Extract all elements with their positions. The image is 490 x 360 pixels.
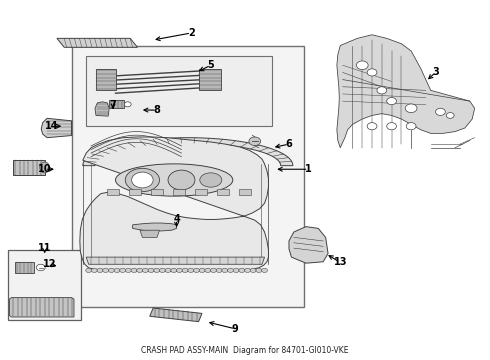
Text: 8: 8: [153, 105, 161, 115]
Circle shape: [377, 87, 387, 94]
Circle shape: [114, 268, 120, 273]
Bar: [8, 250, 81, 320]
Circle shape: [256, 268, 262, 273]
Text: 13: 13: [334, 257, 347, 267]
Polygon shape: [57, 39, 138, 47]
Circle shape: [108, 268, 114, 273]
Bar: [96, 69, 116, 90]
Text: 2: 2: [188, 28, 195, 38]
Circle shape: [92, 268, 97, 273]
Circle shape: [436, 108, 445, 116]
Circle shape: [176, 268, 182, 273]
Text: 4: 4: [173, 215, 180, 224]
Circle shape: [199, 268, 205, 273]
Bar: [86, 56, 272, 126]
Bar: [15, 262, 34, 273]
Circle shape: [194, 268, 199, 273]
Circle shape: [86, 268, 92, 273]
Ellipse shape: [200, 173, 222, 187]
Text: 6: 6: [286, 139, 293, 149]
Circle shape: [387, 123, 396, 130]
Circle shape: [406, 123, 416, 130]
Polygon shape: [86, 257, 265, 264]
Polygon shape: [80, 137, 269, 271]
Circle shape: [245, 268, 250, 273]
Circle shape: [182, 268, 188, 273]
Circle shape: [222, 268, 228, 273]
Bar: [107, 189, 119, 195]
Ellipse shape: [168, 170, 195, 190]
Circle shape: [159, 268, 165, 273]
Circle shape: [97, 268, 103, 273]
Circle shape: [211, 268, 217, 273]
Text: 5: 5: [207, 60, 214, 70]
Text: 14: 14: [45, 121, 59, 131]
Circle shape: [405, 104, 417, 113]
Bar: [195, 189, 207, 195]
Circle shape: [387, 98, 396, 105]
Circle shape: [148, 268, 154, 273]
Text: 10: 10: [38, 164, 51, 174]
Text: 9: 9: [232, 324, 239, 334]
Polygon shape: [41, 118, 72, 138]
Circle shape: [36, 264, 45, 271]
Polygon shape: [150, 308, 202, 321]
Bar: [198, 69, 220, 90]
Circle shape: [165, 268, 171, 273]
Circle shape: [250, 268, 256, 273]
Circle shape: [154, 268, 160, 273]
Bar: [239, 189, 251, 195]
Polygon shape: [83, 138, 293, 166]
Circle shape: [227, 268, 233, 273]
Text: CRASH PAD ASSY-MAIN  Diagram for 84701-GI010-VKE: CRASH PAD ASSY-MAIN Diagram for 84701-GI…: [141, 346, 349, 355]
Circle shape: [125, 268, 131, 273]
Ellipse shape: [116, 164, 233, 196]
Bar: [129, 189, 141, 195]
Circle shape: [356, 61, 368, 69]
Circle shape: [249, 137, 261, 145]
Bar: [173, 189, 185, 195]
Circle shape: [367, 123, 377, 130]
Circle shape: [205, 268, 211, 273]
Bar: [72, 45, 304, 307]
Circle shape: [137, 268, 143, 273]
Ellipse shape: [40, 162, 49, 173]
Circle shape: [120, 268, 125, 273]
Circle shape: [239, 268, 245, 273]
Circle shape: [131, 268, 137, 273]
Circle shape: [188, 268, 194, 273]
Circle shape: [446, 113, 454, 118]
Text: 11: 11: [38, 243, 51, 253]
Circle shape: [262, 268, 268, 273]
Circle shape: [103, 268, 109, 273]
Text: 1: 1: [305, 164, 312, 174]
Bar: [151, 189, 163, 195]
Bar: [109, 100, 124, 108]
Circle shape: [233, 268, 239, 273]
Text: 7: 7: [110, 100, 117, 110]
Text: 3: 3: [432, 67, 439, 77]
Polygon shape: [133, 223, 176, 231]
Polygon shape: [289, 226, 328, 263]
Text: 12: 12: [43, 259, 56, 269]
Circle shape: [216, 268, 222, 273]
Polygon shape: [337, 35, 475, 148]
Bar: [217, 189, 229, 195]
Polygon shape: [95, 102, 109, 116]
Circle shape: [132, 172, 153, 188]
Circle shape: [367, 69, 377, 76]
Polygon shape: [9, 298, 74, 317]
Circle shape: [124, 102, 131, 107]
Circle shape: [143, 268, 148, 273]
Bar: [13, 160, 45, 175]
Polygon shape: [140, 230, 159, 237]
Circle shape: [171, 268, 177, 273]
Ellipse shape: [125, 168, 159, 192]
